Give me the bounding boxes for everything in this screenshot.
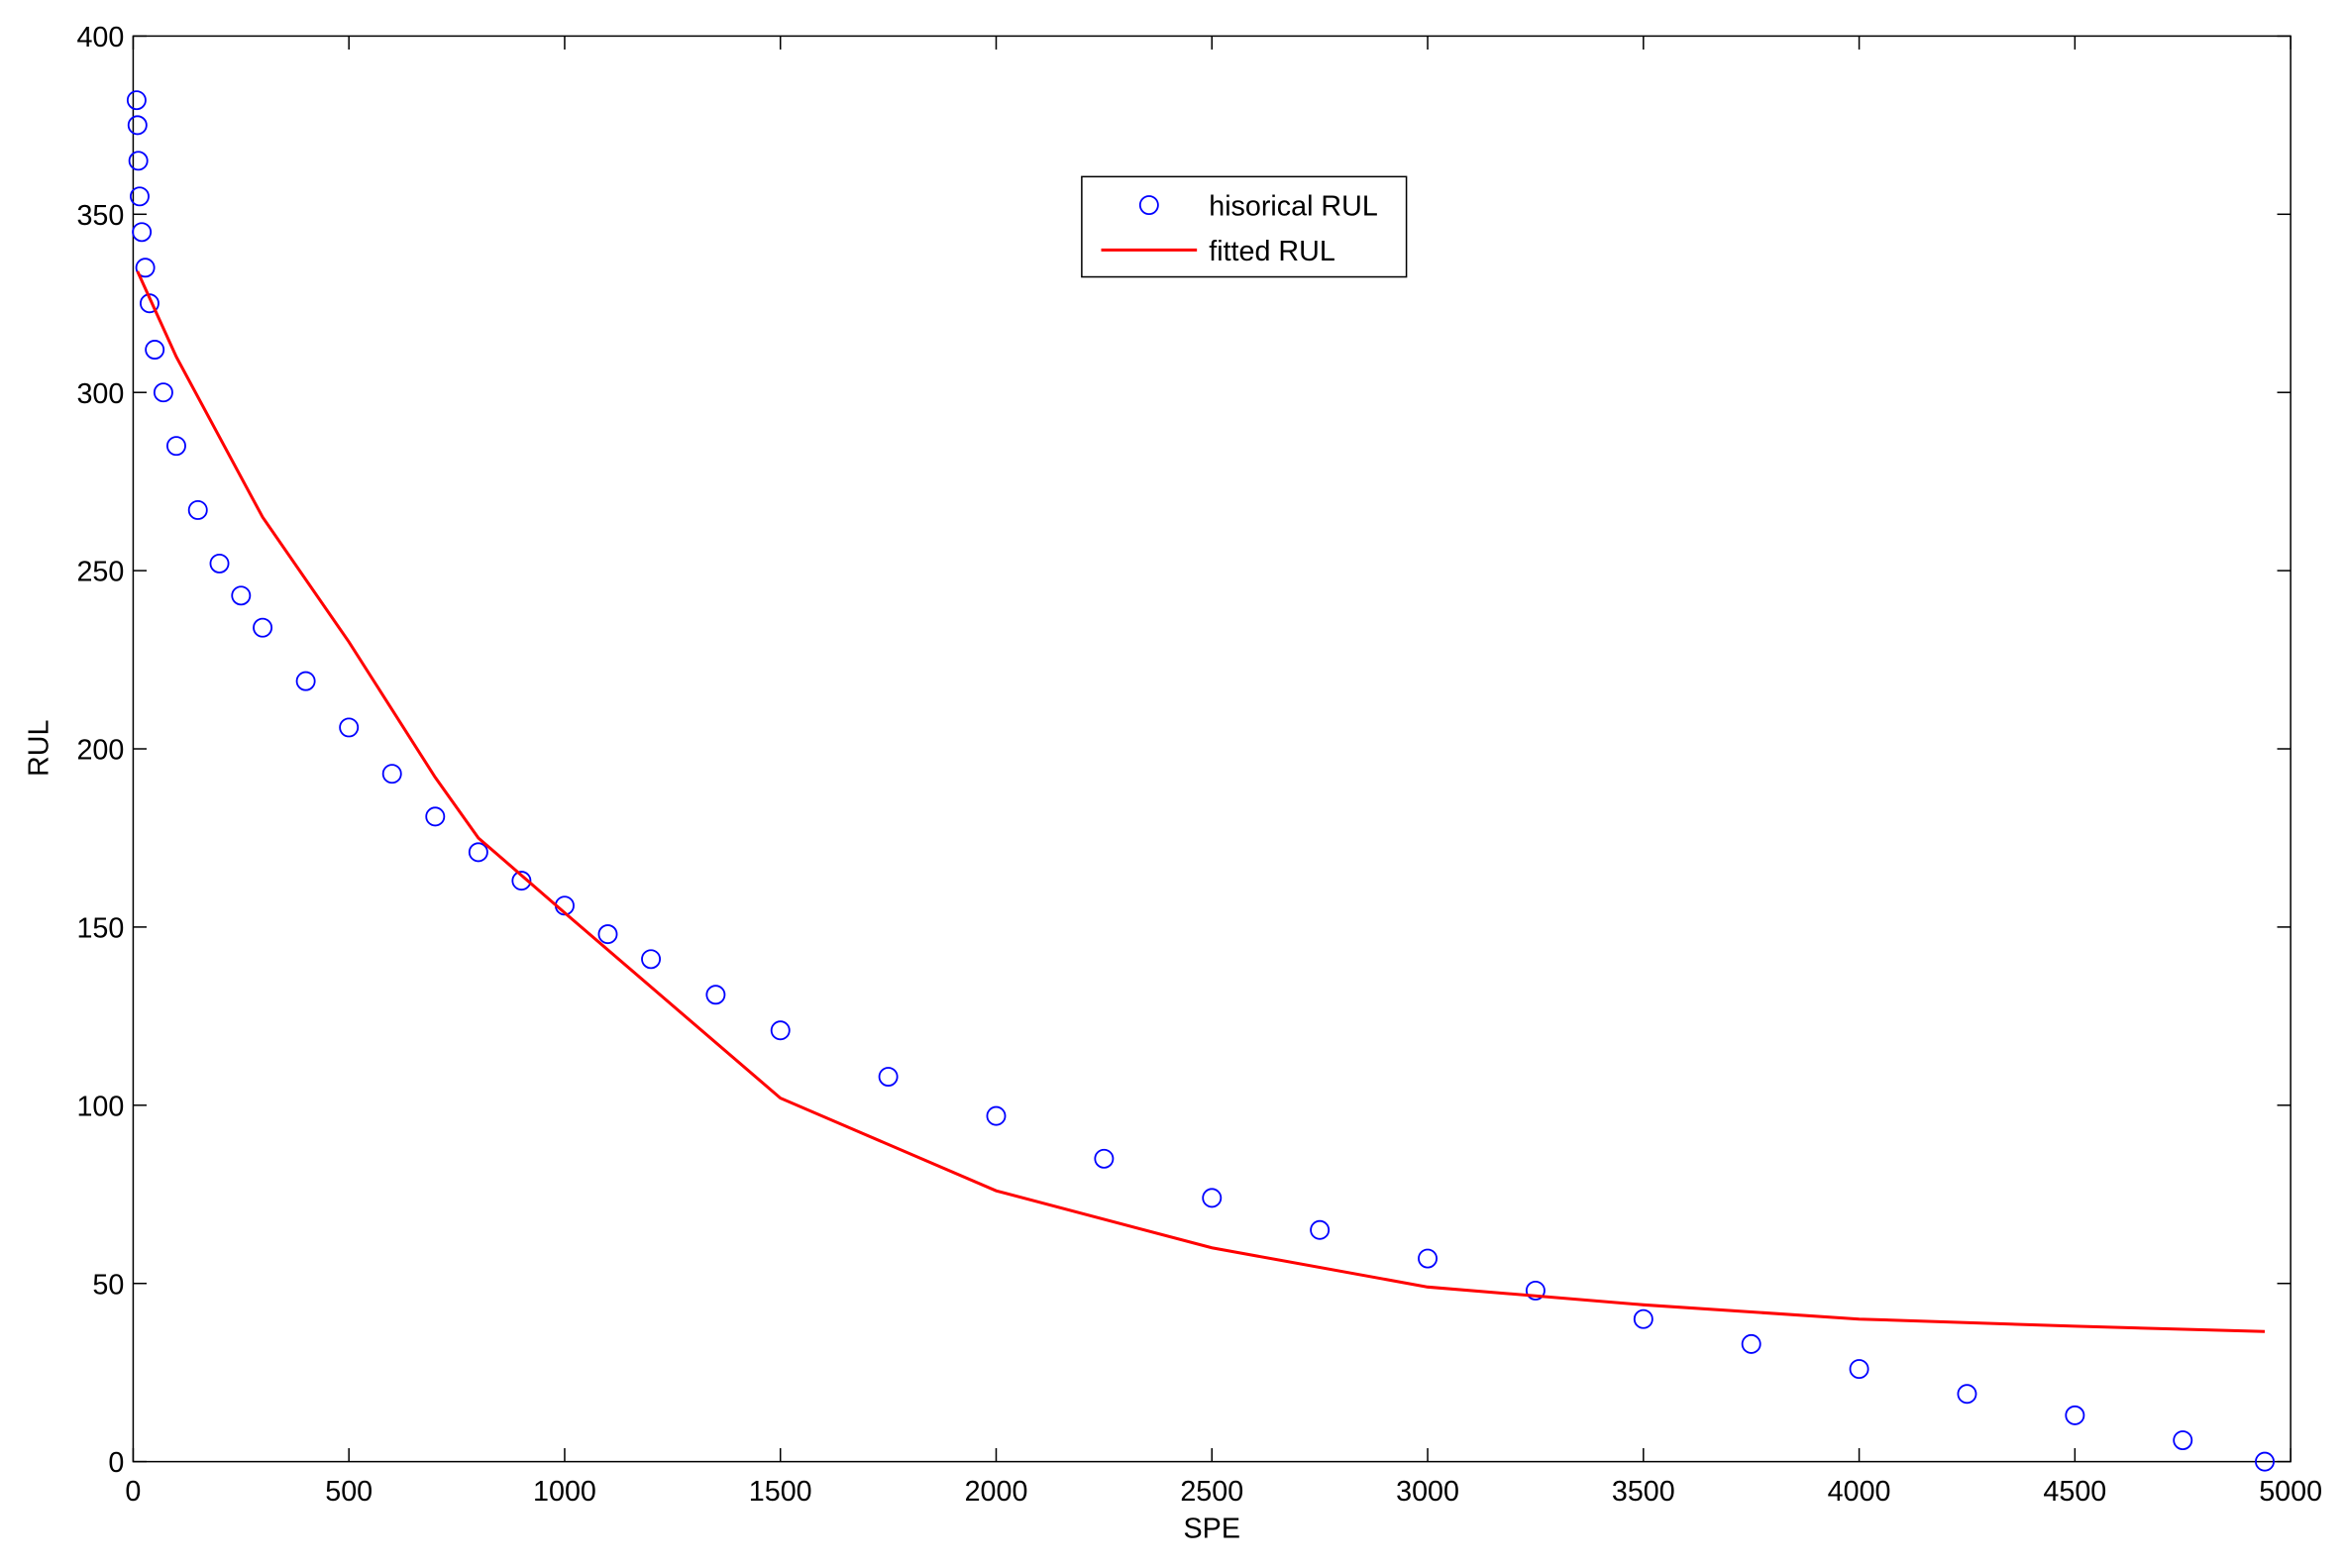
data-point — [187, 499, 208, 520]
data-point — [153, 382, 173, 403]
data-point — [295, 671, 316, 691]
data-point — [145, 340, 165, 360]
data-point — [468, 842, 488, 863]
y-tick-label: 400 — [76, 22, 124, 53]
data-point — [986, 1105, 1007, 1126]
data-point — [1310, 1219, 1331, 1240]
data-point — [1633, 1308, 1653, 1329]
x-tick-label: 0 — [125, 1476, 141, 1508]
data-point — [339, 717, 360, 738]
data-point — [165, 436, 186, 457]
data-point — [132, 222, 153, 243]
y-tick-label: 50 — [92, 1269, 124, 1301]
x-tick-label: 3000 — [1396, 1476, 1459, 1508]
fitted-line — [136, 270, 2266, 1333]
x-tick-label: 1000 — [533, 1476, 596, 1508]
legend-label: fitted RUL — [1209, 236, 1335, 267]
data-point — [425, 806, 446, 827]
x-axis-label: SPE — [1184, 1514, 1240, 1545]
x-tick-label: 4000 — [1828, 1476, 1891, 1508]
data-point — [1094, 1148, 1115, 1169]
legend-box — [1081, 175, 1408, 278]
x-tick-label: 3500 — [1612, 1476, 1675, 1508]
data-point — [705, 985, 726, 1005]
legend-label: hisorical RUL — [1209, 191, 1378, 223]
data-point — [253, 617, 273, 638]
y-axis-label: RUL — [23, 720, 54, 777]
y-tick-label: 0 — [108, 1447, 124, 1479]
x-tick-label: 2000 — [965, 1476, 1028, 1508]
x-tick-label: 2500 — [1180, 1476, 1243, 1508]
data-point — [1418, 1248, 1439, 1269]
legend-symbol — [1138, 195, 1159, 216]
data-point — [135, 258, 156, 278]
x-tick-label: 1500 — [749, 1476, 812, 1508]
y-tick-label: 150 — [76, 912, 124, 944]
data-point — [127, 115, 148, 136]
legend: hisorical RUL fitted RUL — [1081, 175, 1408, 278]
data-point — [2255, 1451, 2275, 1472]
data-point — [1202, 1188, 1223, 1208]
data-point — [1957, 1384, 1977, 1405]
data-point — [2173, 1430, 2193, 1451]
data-point — [511, 871, 532, 891]
data-point — [231, 585, 252, 606]
data-point — [770, 1020, 791, 1041]
x-tick-label: 500 — [325, 1476, 373, 1508]
data-point — [1741, 1333, 1761, 1354]
y-tick-label: 100 — [76, 1091, 124, 1122]
data-point — [597, 924, 618, 945]
y-tick-label: 250 — [76, 557, 124, 588]
data-point — [209, 553, 230, 574]
data-point — [128, 151, 149, 171]
y-tick-label: 200 — [76, 735, 124, 767]
data-point — [126, 90, 147, 111]
data-point — [878, 1067, 899, 1087]
data-point — [2065, 1405, 2085, 1425]
data-point — [1849, 1359, 1869, 1380]
data-point — [129, 186, 150, 207]
y-tick-label: 350 — [76, 200, 124, 232]
data-point — [381, 764, 402, 784]
data-point — [641, 949, 662, 970]
x-tick-label: 5000 — [2259, 1476, 2322, 1508]
data-point — [1525, 1280, 1546, 1301]
x-tick-label: 4500 — [2043, 1476, 2106, 1508]
y-tick-label: 300 — [76, 378, 124, 410]
